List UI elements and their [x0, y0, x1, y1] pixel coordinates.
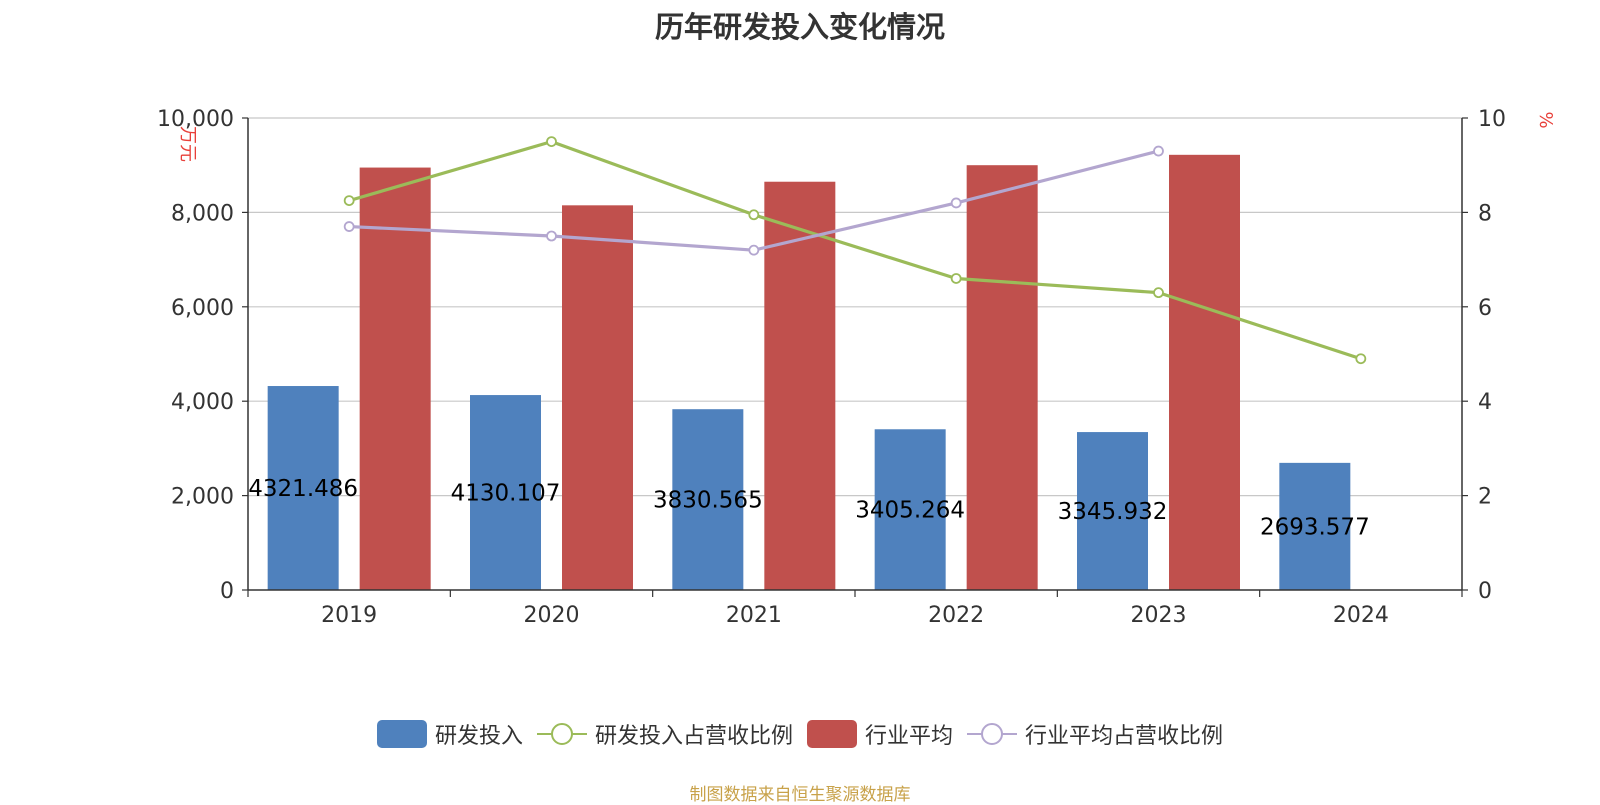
x-tick-label: 2022 [928, 603, 984, 628]
rd-bar [874, 429, 946, 590]
legend-item[interactable]: 行业平均占营收比例 [967, 718, 1223, 750]
rd-ratio-point [1355, 353, 1367, 365]
industry-bar [562, 205, 633, 590]
legend: 研发投入 研发投入占营收比例 行业平均 行业平均占营收比例 [0, 718, 1600, 750]
x-tick-label: 2020 [524, 603, 580, 628]
left-tick-label: 8,000 [171, 201, 234, 226]
left-tick-label: 0 [220, 579, 234, 604]
rd-ratio-point [546, 136, 557, 148]
rd-ratio-point [748, 209, 760, 221]
legend-swatch [376, 720, 427, 748]
chart-title: 历年研发投入变化情况 [654, 10, 945, 44]
legend-item[interactable]: 研发投入占营收比例 [536, 718, 793, 750]
left-axis-unit: 万元 [177, 126, 198, 162]
rd-bar-value-label: 3405.264 [855, 498, 965, 524]
rd-bar [470, 395, 541, 590]
source-note: 制图数据来自恒生聚源数据库 [689, 785, 911, 805]
x-tick-label: 2021 [726, 603, 782, 628]
right-tick-label: 8 [1478, 201, 1492, 226]
rd-bar [267, 386, 339, 590]
industry-bar [359, 167, 431, 590]
rd-bar-value-label: 3830.565 [653, 488, 763, 514]
industry-ratio-point [546, 230, 557, 242]
legend-label: 行业平均 [865, 724, 954, 749]
rd-bar [1279, 462, 1351, 590]
right-axis-unit: % [1535, 111, 1556, 128]
rd-ratio-point [343, 195, 355, 207]
rd-bar-value-label: 2693.577 [1260, 514, 1370, 540]
industry-bar [966, 165, 1038, 590]
rd-bar-value-label: 4130.107 [451, 481, 561, 507]
legend-label: 研发投入占营收比例 [594, 724, 793, 749]
right-tick-label: 0 [1478, 579, 1492, 604]
x-tick-label: 2023 [1131, 603, 1187, 628]
legend-item[interactable]: 研发投入 [376, 718, 523, 750]
left-tick-label: 10,000 [157, 107, 234, 132]
legend-swatch [536, 723, 587, 745]
legend-swatch [807, 720, 857, 748]
rd-ratio-line [348, 140, 1362, 361]
x-tick-label: 2019 [321, 603, 377, 628]
x-tick-label: 2024 [1333, 603, 1389, 628]
grid-layer [248, 117, 1462, 497]
rd-bar-value-label: 4321.486 [248, 476, 358, 502]
industry-ratio-point [343, 221, 355, 232]
industry-ratio-point [1153, 145, 1164, 157]
rd-ratio-point [950, 273, 962, 284]
industry-ratio-point [950, 197, 962, 209]
bar-layer [267, 154, 1351, 591]
industry-ratio-point [748, 244, 760, 256]
rd-ratio-point [1153, 287, 1164, 299]
line-layer [343, 136, 1367, 365]
right-tick-label: 4 [1478, 390, 1492, 415]
industry-bar [764, 181, 836, 590]
axis-layer: 0 2,000 4,000 6,000 8,000 10,000 0 2 4 6 8 10 万元% 201… [157, 107, 1556, 628]
rd-bar-value-label: 3345.932 [1058, 499, 1168, 525]
legend-swatch [967, 723, 1018, 745]
left-tick-label: 2,000 [171, 485, 234, 510]
rd-bar [672, 409, 744, 590]
right-tick-label: 10 [1478, 107, 1506, 132]
right-tick-label: 6 [1478, 296, 1492, 321]
legend-item[interactable]: 行业平均 [807, 718, 953, 750]
left-tick-label: 4,000 [171, 390, 234, 415]
label-layer: 4321.486 4130.107 3830.565 3405.264 3345.932… [248, 476, 1369, 540]
right-tick-label: 2 [1478, 485, 1492, 510]
rd-bar [1077, 432, 1148, 590]
legend-label: 研发投入 [434, 724, 523, 749]
legend-label: 行业平均占营收比例 [1025, 724, 1224, 749]
left-tick-label: 6,000 [171, 296, 234, 321]
industry-bar [1169, 154, 1240, 591]
